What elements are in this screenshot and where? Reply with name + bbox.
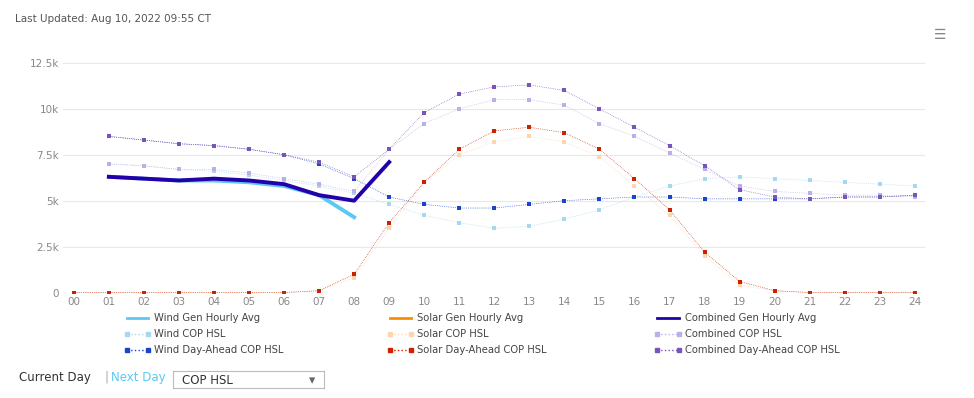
Text: ▾: ▾ xyxy=(309,374,316,387)
Text: Combined COP HSL: Combined COP HSL xyxy=(685,329,781,339)
Text: Combined Gen Hourly Avg: Combined Gen Hourly Avg xyxy=(685,313,816,324)
Text: Wind COP HSL: Wind COP HSL xyxy=(154,329,225,339)
Text: Wind Day-Ahead COP HSL: Wind Day-Ahead COP HSL xyxy=(154,345,283,355)
Text: COP HSL: COP HSL xyxy=(182,374,234,387)
Text: Current Day: Current Day xyxy=(19,371,92,384)
Text: Solar Gen Hourly Avg: Solar Gen Hourly Avg xyxy=(417,313,523,324)
Text: Last Updated: Aug 10, 2022 09:55 CT: Last Updated: Aug 10, 2022 09:55 CT xyxy=(15,14,210,24)
Text: Solar COP HSL: Solar COP HSL xyxy=(417,329,488,339)
Text: Next Day: Next Day xyxy=(111,371,166,384)
Text: Combined Day-Ahead COP HSL: Combined Day-Ahead COP HSL xyxy=(685,345,840,355)
Text: Solar Day-Ahead COP HSL: Solar Day-Ahead COP HSL xyxy=(417,345,546,355)
Text: |: | xyxy=(104,371,108,384)
Text: ☰: ☰ xyxy=(934,28,947,42)
Text: Wind Gen Hourly Avg: Wind Gen Hourly Avg xyxy=(154,313,260,324)
